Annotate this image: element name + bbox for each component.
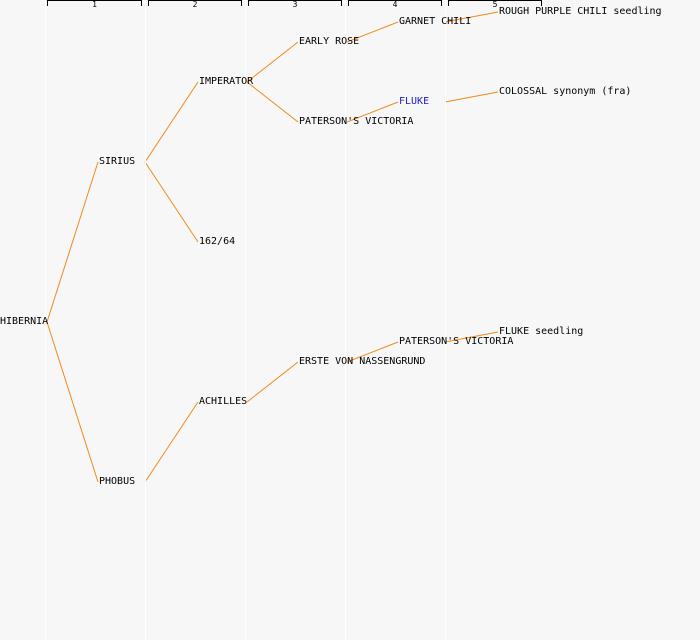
generation-number: 1 <box>92 0 97 9</box>
generation-header-bracket <box>248 0 342 6</box>
pedigree-edge <box>144 161 199 243</box>
pedigree-edge <box>46 321 99 483</box>
pedigree-edge <box>444 11 499 23</box>
pedigree-node-patersons-victoria-b[interactable]: PATERSON'S VICTORIA <box>399 336 514 347</box>
pedigree-edge <box>246 361 299 403</box>
pedigree-node-erste-von-nassengrund[interactable]: ERSTE VON NASSENGRUND <box>299 356 426 367</box>
pedigree-edge <box>144 81 199 163</box>
pedigree-node-imperator[interactable]: IMPERATOR <box>199 76 254 87</box>
generation-header-bracket <box>47 0 142 6</box>
pedigree-edge <box>246 41 299 83</box>
pedigree-node-garnet-chili[interactable]: GARNET CHILI <box>399 16 472 27</box>
generation-header-bracket <box>348 0 442 6</box>
pedigree-node-n162-64[interactable]: 162/64 <box>199 236 236 247</box>
pedigree-node-fluke-seedling[interactable]: FLUKE seedling <box>499 326 584 337</box>
pedigree-node-fluke[interactable]: FLUKE <box>399 96 430 107</box>
pedigree-edge <box>444 331 499 343</box>
pedigree-node-patersons-victoria-a[interactable]: PATERSON'S VICTORIA <box>299 116 414 127</box>
generation-separator <box>145 0 146 640</box>
generation-separator <box>245 0 246 640</box>
pedigree-edge <box>346 101 399 123</box>
pedigree-node-achilles[interactable]: ACHILLES <box>199 396 248 407</box>
pedigree-edge <box>346 21 399 43</box>
generation-header-bracket <box>148 0 242 6</box>
pedigree-node-rough-purple-chili[interactable]: ROUGH PURPLE CHILI seedling <box>499 6 662 17</box>
pedigree-edge <box>144 401 199 483</box>
generation-separator <box>45 0 46 640</box>
generation-number: 3 <box>292 0 298 9</box>
pedigree-node-phobus[interactable]: PHOBUS <box>99 476 136 487</box>
generation-separator <box>345 0 346 640</box>
pedigree-edge <box>444 91 499 103</box>
pedigree-node-hibernia[interactable]: HIBERNIA <box>0 316 49 327</box>
generation-number: 5 <box>492 0 498 9</box>
pedigree-edge <box>46 161 99 323</box>
generation-number: 2 <box>192 0 198 9</box>
generation-number: 4 <box>392 0 398 9</box>
pedigree-node-sirius[interactable]: SIRIUS <box>99 156 136 167</box>
generation-separator <box>445 0 446 640</box>
pedigree-node-colossal[interactable]: COLOSSAL synonym (fra) <box>499 86 632 97</box>
pedigree-node-early-rose[interactable]: EARLY ROSE <box>299 36 360 47</box>
pedigree-edge <box>346 341 399 363</box>
generation-header-bracket <box>448 0 542 6</box>
pedigree-edge <box>246 81 299 123</box>
